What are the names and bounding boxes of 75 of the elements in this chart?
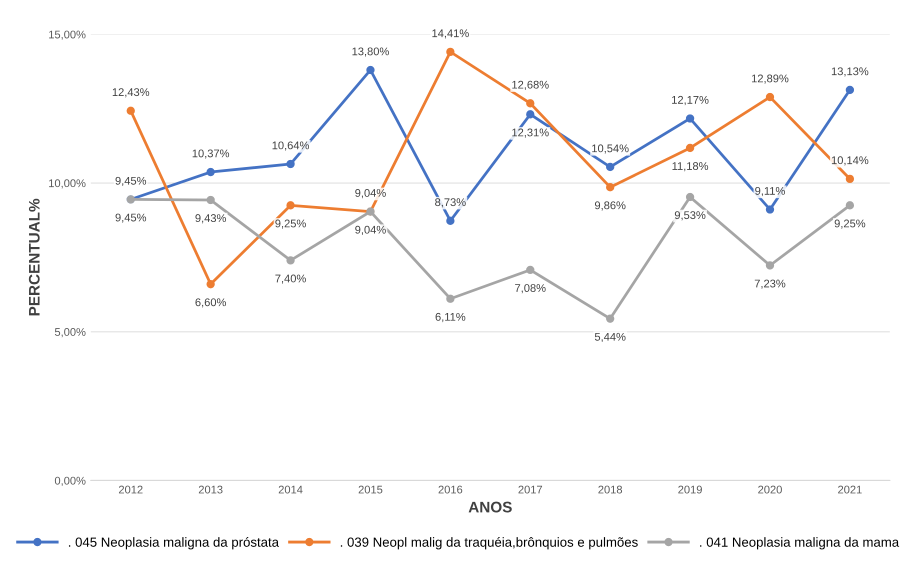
x-tick-label: 2016	[438, 486, 462, 494]
data-label: 9,45%	[116, 214, 146, 223]
data-label: 14,41%	[432, 29, 469, 38]
point	[766, 92, 774, 102]
data-label: 9,86%	[594, 201, 626, 211]
data-label: 12,68%	[512, 80, 549, 90]
data-label: 5,44%	[594, 332, 626, 342]
point	[606, 314, 614, 323]
point	[206, 280, 215, 288]
x-tick-label: 2019	[678, 486, 702, 494]
data-label: 9,04%	[355, 226, 386, 235]
legend-label: . 045 Neoplasia maligna da próstata	[68, 536, 279, 550]
data-label: 6,60%	[195, 298, 226, 308]
y-tick-label: 15,00%	[49, 30, 86, 40]
data-label: 7,40%	[275, 274, 306, 284]
data-label: 10,14%	[832, 156, 868, 166]
data-label: 12,31%	[512, 128, 549, 138]
x-tick-label: 2012	[118, 486, 143, 494]
data-label: 9,11%	[755, 186, 785, 196]
data-label: 10,37%	[192, 149, 230, 159]
data-label: 12,43%	[112, 88, 150, 98]
data-label: 10,64%	[272, 141, 310, 151]
point	[446, 294, 455, 303]
data-label: 6,11%	[436, 312, 466, 322]
x-tick-label: 2013	[198, 486, 223, 494]
point	[206, 196, 215, 204]
point	[686, 144, 694, 152]
point	[286, 160, 295, 168]
point	[526, 110, 534, 118]
point	[286, 256, 295, 265]
data-label: 13,80%	[352, 47, 389, 57]
point	[126, 106, 135, 115]
point	[686, 114, 694, 123]
point	[206, 168, 215, 176]
point	[606, 162, 614, 172]
point	[446, 48, 455, 56]
point	[766, 261, 774, 270]
data-label: 9,45%	[116, 176, 146, 186]
y-tick-label: 0,00%	[54, 476, 86, 486]
y-tick-label: 5,00%	[54, 328, 86, 338]
data-label: 9,43%	[195, 214, 226, 224]
y-tick-label: 10,00%	[49, 179, 86, 188]
x-tick-label: 2021	[838, 486, 862, 494]
point	[366, 66, 375, 74]
y-axis-title: PERCENTUAL%	[28, 198, 40, 316]
point	[846, 201, 854, 210]
data-label: 8,73%	[435, 198, 466, 208]
x-tick-label: 2020	[758, 486, 782, 494]
point	[446, 216, 455, 225]
data-label: 11,18%	[672, 162, 708, 172]
x-tick-label: 2014	[278, 486, 303, 494]
point	[846, 174, 854, 184]
data-label: 9,53%	[674, 211, 706, 220]
data-label: 9,25%	[834, 220, 866, 229]
point	[606, 183, 614, 192]
point	[686, 192, 694, 202]
data-label: 9,25%	[275, 220, 306, 229]
data-label: 12,17%	[672, 96, 709, 106]
data-label: 13,13%	[832, 67, 868, 77]
legend-label: . 041 Neoplasia maligna da mama	[700, 537, 900, 550]
data-label: 9,04%	[355, 189, 386, 198]
data-label: 10,54%	[592, 144, 629, 154]
x-tick-label: 2018	[598, 486, 622, 494]
point	[526, 99, 534, 108]
x-tick-label: 2015	[358, 486, 382, 494]
point	[526, 266, 534, 274]
point	[286, 201, 295, 210]
x-tick-label: 2017	[518, 486, 542, 494]
data-label: 12,89%	[752, 74, 788, 84]
legend-label: . 039 Neopl malig da traquéia,brônquios e pulmões	[340, 536, 638, 550]
point	[766, 205, 774, 214]
data-label: 7,23%	[754, 280, 786, 289]
point	[846, 86, 854, 94]
x-axis-title: ANOS	[468, 502, 512, 512]
data-label: 7,08%	[515, 284, 546, 294]
